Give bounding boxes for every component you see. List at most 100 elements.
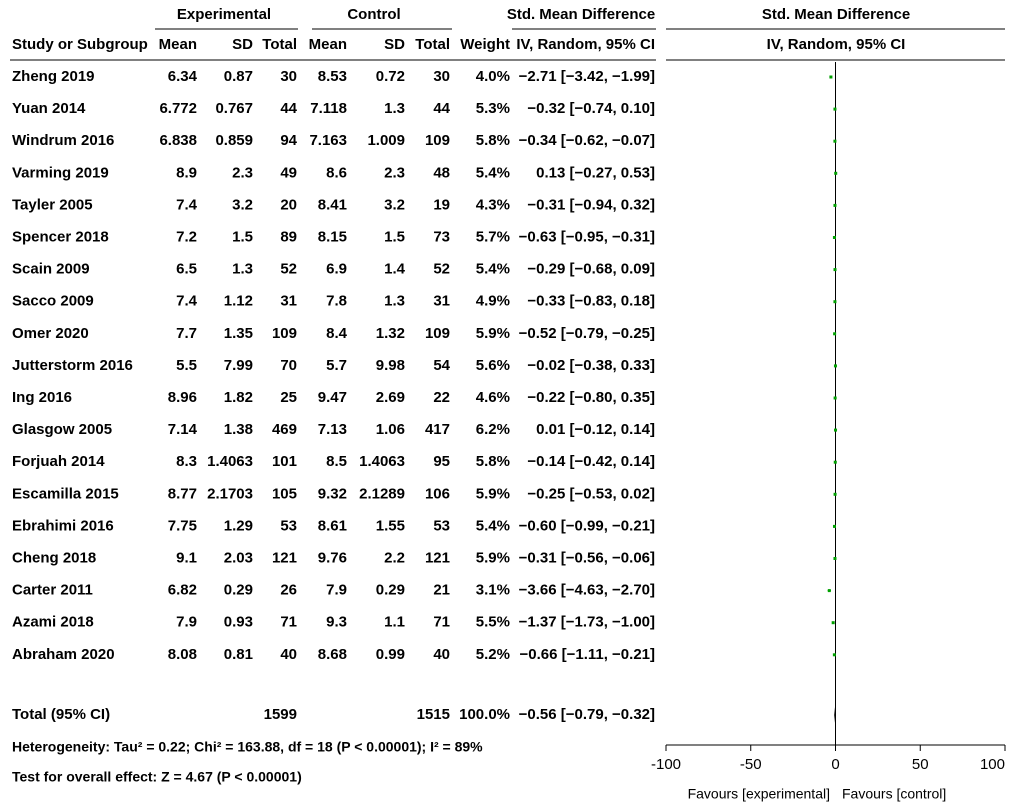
table-cell: −0.31 [−0.94, 0.32] (527, 196, 655, 213)
table-cell: 8.68 (318, 646, 347, 663)
table-cell: 1.38 (224, 421, 253, 438)
table-cell: Windrum 2016 (12, 132, 114, 149)
table-cell: 94 (280, 132, 297, 149)
column-header: SD (384, 36, 405, 53)
table-cell: 8.61 (318, 517, 347, 534)
table-cell: 105 (272, 485, 297, 502)
table-cell: −0.22 [−0.80, 0.35] (527, 389, 655, 406)
table-cell: 8.9 (176, 164, 197, 181)
table-cell: −3.66 [−4.63, −2.70] (519, 582, 655, 599)
table-cell: 8.5 (326, 453, 347, 470)
table-cell: 0.72 (376, 68, 405, 85)
table-cell: 19 (433, 196, 450, 213)
table-cell: 7.13 (318, 421, 347, 438)
table-cell: 8.41 (318, 196, 347, 213)
table-cell: 21 (433, 582, 450, 599)
table-cell: 5.5 (176, 357, 197, 374)
table-cell: 9.32 (318, 485, 347, 502)
table-cell: Zheng 2019 (12, 68, 95, 85)
table-cell: 49 (280, 164, 297, 181)
table-cell: 7.163 (309, 132, 347, 149)
heterogeneity: Heterogeneity: Tau² = 0.22; Chi² = 163.8… (12, 739, 483, 755)
table-cell: 53 (280, 517, 297, 534)
table-cell: 8.3 (176, 453, 197, 470)
table-cell: 44 (280, 100, 297, 117)
effect-marker (833, 460, 837, 464)
table-cell: 1.5 (384, 228, 405, 245)
table-cell: 121 (272, 549, 297, 566)
table-cell: 109 (272, 325, 297, 342)
column-header: Total (262, 36, 297, 53)
table-cell: 0.81 (224, 646, 253, 663)
table-cell: 7.9 (326, 582, 347, 599)
column-header: Study or Subgroup (12, 36, 148, 53)
effect-marker (832, 236, 836, 239)
table-cell: 106 (425, 485, 450, 502)
effect-marker (833, 364, 837, 368)
table-cell: 7.8 (326, 293, 347, 310)
group-header: Control (347, 6, 400, 23)
table-cell: 109 (425, 325, 450, 342)
overall-effect: Test for overall effect: Z = 4.67 (P < 0… (12, 769, 302, 785)
x-tick-label: 0 (831, 756, 839, 773)
table-cell: −0.33 [−0.83, 0.18] (527, 293, 655, 310)
table-cell: 1.35 (224, 325, 253, 342)
effect-marker (833, 268, 837, 272)
table-cell: −0.66 [−1.11, −0.21] (519, 646, 655, 663)
table-cell: 71 (280, 614, 297, 631)
table-cell: 53 (433, 517, 450, 534)
table-cell: 9.3 (326, 614, 347, 631)
total-cell: 100.0% (459, 706, 510, 723)
table-cell: 7.75 (168, 517, 197, 534)
table-cell: 6.2% (476, 421, 510, 438)
table-cell: 4.6% (476, 389, 510, 406)
table-cell: Spencer 2018 (12, 228, 109, 245)
table-cell: 70 (280, 357, 297, 374)
table-cell: 7.118 (310, 100, 347, 117)
table-cell: 1.4063 (359, 453, 405, 470)
table-cell: 6.838 (159, 132, 197, 149)
table-cell: 2.2 (384, 549, 405, 566)
table-cell: −0.34 [−0.62, −0.07] (519, 132, 655, 149)
column-header: IV, Random, 95% CI (516, 36, 655, 53)
table-cell: 1.55 (376, 517, 405, 534)
favours-label: Favours [experimental] (688, 786, 830, 802)
table-cell: 0.99 (376, 646, 405, 663)
table-cell: 9.98 (376, 357, 405, 374)
table-cell: Sacco 2009 (12, 293, 94, 310)
table-cell: 7.99 (224, 357, 253, 374)
table-cell: −0.32 [−0.74, 0.10] (527, 100, 655, 117)
table-cell: 7.9 (176, 614, 197, 631)
table-cell: 121 (425, 549, 450, 566)
column-header: Mean (159, 36, 197, 53)
table-cell: 1.5 (232, 228, 253, 245)
table-cell: 5.8% (476, 132, 510, 149)
table-cell: 1.3 (384, 293, 405, 310)
total-cell: 1599 (264, 706, 297, 723)
table-cell: 8.53 (318, 68, 347, 85)
table-cell: Omer 2020 (12, 325, 89, 342)
table-cell: −0.02 [−0.38, 0.33] (527, 357, 655, 374)
table-cell: 0.01 [−0.12, 0.14] (536, 421, 655, 438)
table-cell: 4.3% (476, 196, 510, 213)
table-cell: −0.14 [−0.42, 0.14] (527, 453, 655, 470)
table-cell: 1.3 (232, 261, 253, 278)
table-cell: 9.47 (318, 389, 347, 406)
table-cell: 8.4 (326, 325, 348, 342)
table-cell: Scain 2009 (12, 261, 90, 278)
table-cell: −0.31 [−0.56, −0.06] (519, 549, 655, 566)
x-tick-label: -50 (740, 756, 762, 773)
table-cell: 2.69 (376, 389, 405, 406)
table-cell: 5.9% (476, 549, 510, 566)
total-cell: Total (95% CI) (12, 706, 110, 723)
table-cell: 6.34 (168, 68, 198, 85)
effect-marker (832, 524, 836, 528)
effect-marker (833, 332, 837, 336)
table-cell: 26 (280, 582, 297, 599)
table-cell: 8.15 (318, 228, 347, 245)
table-cell: 7.4 (176, 196, 198, 213)
table-cell: 30 (280, 68, 297, 85)
table-cell: 1.82 (224, 389, 253, 406)
effect-marker (833, 203, 837, 207)
